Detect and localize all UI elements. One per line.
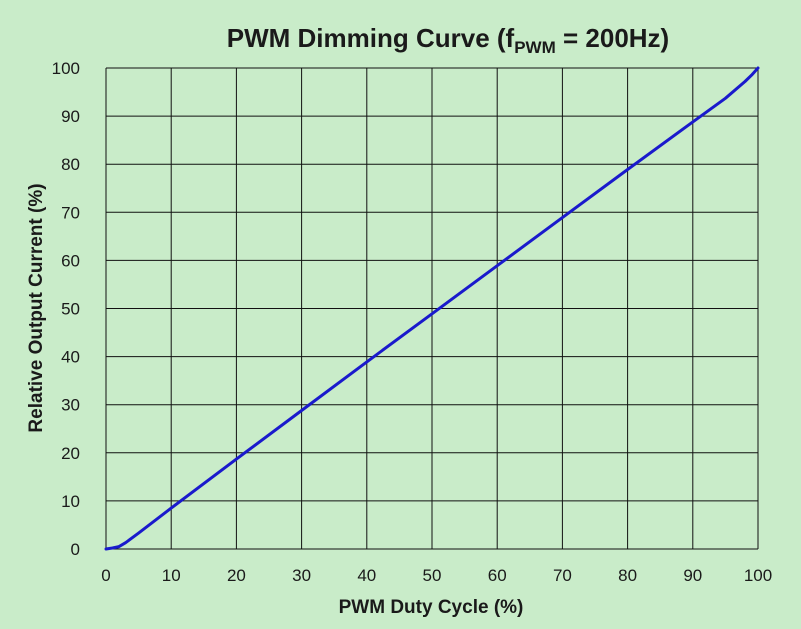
x-axis-ticks: 0 10 20 30 40 50 60 70 80 90 100 — [101, 566, 772, 585]
chart-title-subscript: PWM — [514, 38, 556, 57]
y-tick-label: 50 — [61, 300, 80, 319]
series-line — [104, 66, 760, 551]
x-tick-label: 20 — [227, 566, 246, 585]
x-tick-label: 40 — [357, 566, 376, 585]
gridlines — [105, 67, 759, 550]
x-tick-label: 80 — [618, 566, 637, 585]
chart-title-main: PWM Dimming Curve (f — [227, 23, 515, 53]
y-tick-label: 0 — [71, 540, 80, 559]
x-tick-label: 0 — [101, 566, 110, 585]
y-tick-label: 30 — [61, 396, 80, 415]
y-tick-label: 10 — [61, 492, 80, 511]
y-tick-label: 100 — [52, 59, 80, 78]
x-tick-label: 90 — [683, 566, 702, 585]
x-tick-label: 100 — [744, 566, 772, 585]
x-tick-label: 60 — [488, 566, 507, 585]
chart-title: PWM Dimming Curve (fPWM = 200Hz) — [227, 23, 669, 57]
y-tick-label: 70 — [61, 203, 80, 222]
chart-title-suffix: = 200Hz) — [556, 23, 669, 53]
x-tick-label: 50 — [423, 566, 442, 585]
x-tick-label: 10 — [162, 566, 181, 585]
y-tick-label: 90 — [61, 107, 80, 126]
y-axis-ticks: 0 10 20 30 40 50 60 70 80 90 100 — [52, 59, 80, 559]
x-axis-label: PWM Duty Cycle (%) — [339, 597, 524, 618]
series-layer — [104, 66, 760, 551]
y-tick-label: 60 — [61, 251, 80, 270]
y-tick-label: 80 — [61, 155, 80, 174]
y-tick-label: 20 — [61, 444, 80, 463]
y-axis-label: Relative Output Current (%) — [26, 183, 47, 432]
y-tick-label: 40 — [61, 348, 80, 367]
x-tick-label: 30 — [292, 566, 311, 585]
x-tick-label: 70 — [553, 566, 572, 585]
